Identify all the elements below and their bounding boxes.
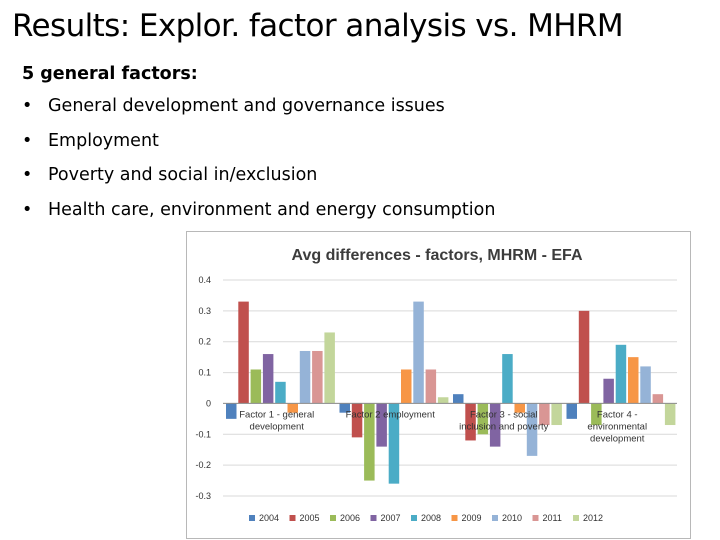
legend-swatch-2008 [411, 515, 417, 521]
legend-swatch-2005 [289, 515, 296, 521]
bar-2004 [566, 403, 577, 419]
y-tick-label: -0.2 [195, 460, 211, 470]
category-label: Factor 2 employment [346, 409, 436, 420]
bar-2009 [401, 369, 412, 404]
bar-2004 [453, 394, 464, 404]
intro-heading: 5 general factors: [22, 64, 198, 84]
legend-label: 2012 [583, 513, 603, 523]
y-tick-label: -0.3 [195, 491, 211, 501]
bar-2007 [603, 378, 614, 404]
y-tick-label: 0.2 [198, 337, 211, 347]
legend-swatch-2009 [451, 515, 458, 521]
category-label: environmental [587, 421, 647, 432]
legend-swatch-2012 [573, 515, 579, 521]
bar-2012 [324, 332, 335, 404]
bar-2009 [628, 357, 639, 404]
bar-2008 [275, 381, 286, 404]
category-label: Factor 4 - [597, 409, 638, 420]
bar-2008 [502, 354, 513, 404]
bullet-item: • Health care, environment and energy con… [22, 200, 495, 235]
bar-2011 [652, 394, 664, 404]
bullet-dot: • [22, 165, 33, 185]
legend-swatch-2011 [532, 515, 539, 521]
legend-swatch-2010 [492, 515, 498, 521]
legend-label: 2011 [543, 513, 562, 523]
bar-2007 [489, 403, 501, 447]
bullet-item: • General development and governance issu… [22, 96, 495, 131]
bar-2004 [226, 403, 237, 419]
bar-2006 [477, 403, 489, 435]
bar-2009 [287, 403, 298, 413]
bullet-dot: • [22, 96, 33, 116]
legend-label: 2008 [421, 513, 441, 523]
y-tick-label: -0.1 [195, 429, 211, 439]
y-tick-label: 0.3 [198, 306, 211, 316]
legend-label: 2005 [300, 513, 320, 523]
bullet-dot: • [22, 130, 33, 151]
bar-2012 [551, 403, 562, 426]
legend-label: 2009 [462, 513, 482, 523]
bar-2006 [364, 403, 375, 481]
category-label: Factor 3 - social [470, 409, 538, 420]
chart-container: Avg differences - factors, MHRM - EFA 0.… [186, 231, 691, 539]
bar-2010 [413, 301, 424, 404]
bar-2004 [339, 403, 350, 413]
bar-2005 [238, 301, 249, 404]
bar-2011 [312, 350, 323, 404]
legend-label: 2007 [381, 513, 401, 523]
bullet-text: Health care, environment and energy cons… [48, 199, 496, 220]
bar-2011 [539, 403, 550, 426]
bullet-item: • Employment [22, 131, 495, 166]
legend-swatch-2006 [330, 515, 336, 521]
category-label: inclusion and poverty [459, 421, 548, 432]
bar-2006 [250, 369, 262, 404]
bar-2005 [465, 403, 476, 441]
bar-2005 [351, 403, 363, 438]
slide-title: Results: Explor. factor analysis vs. MHR… [12, 8, 624, 44]
bar-2010 [640, 366, 651, 404]
bar-2010 [526, 403, 538, 456]
bar-2008 [388, 403, 400, 484]
legend-swatch-2004 [249, 515, 255, 521]
bar-2005 [578, 310, 590, 404]
category-label: development [250, 421, 305, 432]
bullet-text: General development and governance issue… [48, 96, 445, 116]
bullet-dot: • [22, 199, 33, 220]
bullet-item: • Poverty and social in/exclusion [22, 165, 495, 200]
legend-swatch-2007 [370, 515, 377, 521]
y-tick-label: 0.1 [198, 368, 211, 378]
legend-label: 2006 [340, 513, 360, 523]
chart-title: Avg differences - factors, MHRM - EFA [291, 247, 582, 264]
bar-2009 [514, 403, 525, 413]
bar-2012 [437, 397, 449, 404]
bar-2008 [615, 344, 627, 404]
bullet-text: Employment [48, 130, 159, 151]
category-label: Factor 1 - general [239, 409, 314, 420]
bar-2010 [299, 350, 311, 404]
bar-2007 [376, 403, 387, 447]
legend-label: 2004 [259, 513, 279, 523]
bullet-text: Poverty and social in/exclusion [48, 165, 318, 185]
legend-label: 2010 [502, 513, 522, 523]
bar-2006 [591, 403, 602, 426]
y-tick-label: 0 [206, 398, 211, 408]
bullet-list: • General development and governance issu… [22, 96, 495, 234]
category-label: development [590, 433, 645, 444]
y-tick-label: 0.4 [198, 275, 211, 285]
bar-2007 [262, 354, 274, 404]
bar-2011 [425, 369, 437, 404]
bar-2012 [664, 403, 676, 426]
bar-chart: Avg differences - factors, MHRM - EFA 0.… [195, 247, 677, 523]
